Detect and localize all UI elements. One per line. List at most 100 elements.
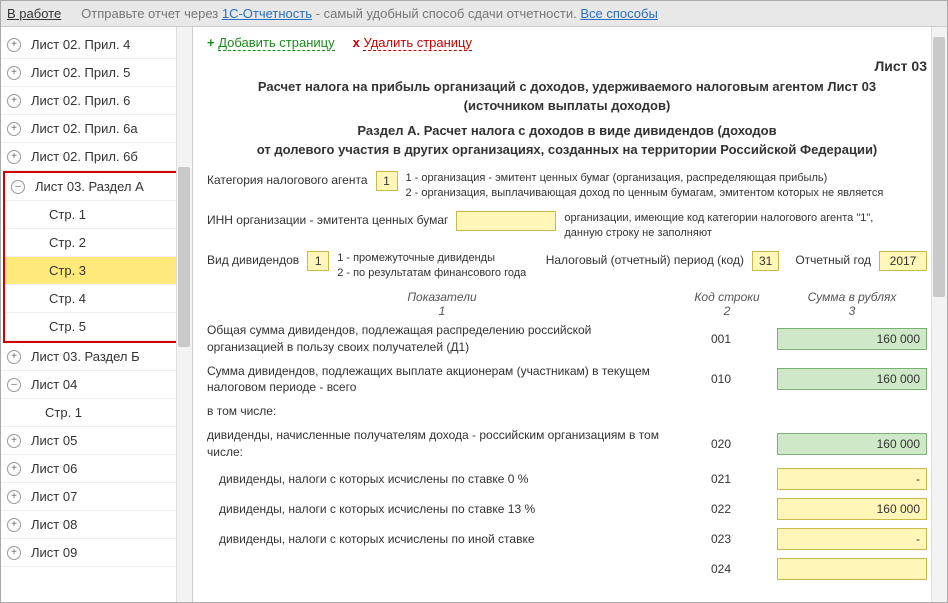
year-input[interactable]: 2017 (879, 251, 927, 271)
tree-item[interactable]: + Лист 09 (1, 539, 192, 567)
tree-item-label: Лист 02. Прил. 5 (31, 65, 130, 80)
row-code: 010 (671, 372, 771, 386)
tree-item-label: Лист 09 (31, 545, 77, 560)
minus-icon[interactable]: – (7, 378, 21, 392)
table-row: дивиденды, налоги с которых исчислены по… (207, 468, 927, 490)
tree-item-label: Стр. 1 (49, 207, 86, 222)
sidebar-scrollbar[interactable] (176, 27, 192, 602)
agent-category-label: Категория налогового агента (207, 171, 368, 187)
delete-page-button[interactable]: x Удалить страницу (353, 35, 472, 50)
agent-category-note: 1 - организация - эмитент ценных бумаг (… (406, 171, 884, 201)
tree-item[interactable]: Стр. 1 (1, 399, 192, 427)
table-row: в том числе: (207, 403, 927, 419)
minus-icon[interactable]: – (11, 180, 25, 194)
table-row: Сумма дивидендов, подлежащих выплате акц… (207, 363, 927, 395)
div-kind-note: 1 - промежуточные дивиденды 2 - по резул… (337, 251, 526, 281)
table-header: Показатели1 Код строки2 Сумма в рублях3 (207, 290, 927, 318)
row-desc: Сумма дивидендов, подлежащих выплате акц… (207, 363, 665, 395)
plus-icon[interactable]: + (7, 518, 21, 532)
tree-item[interactable]: Стр. 1 (5, 201, 188, 229)
plus-icon[interactable]: + (7, 94, 21, 108)
row-amount-input[interactable]: 160 000 (777, 368, 927, 390)
highlighted-section: –Лист 03. Раздел А Стр. 1 Стр. 2 Стр. 3 Стр.… (3, 171, 190, 343)
tree-item-label: Лист 03. Раздел А (35, 179, 144, 194)
tree-item[interactable]: Стр. 2 (5, 229, 188, 257)
table-row: дивиденды, налоги с которых исчислены по… (207, 528, 927, 550)
row-amount-input[interactable]: 160 000 (777, 328, 927, 350)
row-desc: Общая сумма дивидендов, подлежащая распр… (207, 322, 665, 354)
plus-icon[interactable]: + (7, 38, 21, 52)
tree-item-label: Лист 08 (31, 517, 77, 532)
row-amount-input[interactable]: 160 000 (777, 433, 927, 455)
row-code: 021 (671, 472, 771, 486)
tree-item-label: Лист 02. Прил. 6б (31, 149, 138, 164)
tree-item[interactable]: + Лист 02. Прил. 4 (1, 31, 192, 59)
inn-label: ИНН организации - эмитента ценных бумаг (207, 211, 448, 227)
page-title: Расчет налога на прибыль организаций с д… (207, 78, 927, 159)
period-input[interactable]: 31 (752, 251, 779, 271)
sidebar-tree: +Лист 02. Прил. 4+Лист 02. Прил. 5+Лист … (1, 27, 193, 602)
page-actions: + Добавить страницу x Удалить страницу (207, 35, 927, 50)
tree-item[interactable]: –Лист 03. Раздел А (5, 173, 188, 201)
content-scrollbar-thumb[interactable] (933, 37, 945, 297)
tree-item[interactable]: +Лист 05 (1, 427, 192, 455)
row-amount-input[interactable]: - (777, 468, 927, 490)
tree-item[interactable]: + Лист 02. Прил. 5 (1, 59, 192, 87)
tree-item[interactable]: Стр. 5 (5, 313, 188, 341)
plus-icon[interactable]: + (7, 350, 21, 364)
table-row: дивиденды, начисленные получателям доход… (207, 427, 927, 459)
row-code: 020 (671, 437, 771, 451)
row-code: 024 (671, 562, 771, 576)
plus-icon[interactable]: + (7, 66, 21, 80)
div-kind-label: Вид дивидендов (207, 251, 299, 267)
plus-icon[interactable]: + (7, 150, 21, 164)
tree-item-label: Стр. 5 (49, 319, 86, 334)
row-desc: дивиденды, налоги с которых исчислены по… (207, 531, 665, 547)
tree-item[interactable]: + Лист 03. Раздел Б (1, 343, 192, 371)
plus-icon[interactable]: + (7, 462, 21, 476)
tree-item-label: Лист 02. Прил. 4 (31, 37, 130, 52)
tree-item[interactable]: + Лист 08 (1, 511, 192, 539)
plus-icon[interactable]: + (7, 122, 21, 136)
plus-icon[interactable]: + (7, 546, 21, 560)
row-code: 023 (671, 532, 771, 546)
content-area: + Добавить страницу x Удалить страницу Л… (193, 27, 947, 602)
row-amount-input[interactable] (777, 558, 927, 580)
tree-item-label: Стр. 1 (45, 405, 82, 420)
year-label: Отчетный год (795, 251, 871, 267)
row-amount-input[interactable]: - (777, 528, 927, 550)
status-label[interactable]: В работе (7, 6, 61, 21)
tree-item-label: Лист 02. Прил. 6а (31, 121, 138, 136)
row-desc: дивиденды, налоги с которых исчислены по… (207, 501, 665, 517)
tree-item-label: Лист 06 (31, 461, 77, 476)
agent-category-input[interactable]: 1 (376, 171, 398, 191)
row-desc: в том числе: (207, 403, 665, 419)
tree-item[interactable]: –Лист 04 (1, 371, 192, 399)
plus-icon[interactable]: + (7, 490, 21, 504)
link-1c-reporting[interactable]: 1С-Отчетность (222, 6, 312, 21)
add-page-button[interactable]: + Добавить страницу (207, 35, 335, 50)
tree-item[interactable]: + Лист 02. Прил. 6а (1, 115, 192, 143)
tree-item[interactable]: + Лист 06 (1, 455, 192, 483)
inn-input[interactable] (456, 211, 556, 231)
tree-item[interactable]: + Лист 07 (1, 483, 192, 511)
tree-item[interactable]: + Лист 02. Прил. 6б (1, 143, 192, 171)
row-desc: дивиденды, налоги с которых исчислены по… (207, 471, 665, 487)
tree-item[interactable]: +Лист 02. Прил. 6 (1, 87, 192, 115)
tree-item-label: Стр. 4 (49, 291, 86, 306)
tree-item[interactable]: Стр. 3 (5, 257, 188, 285)
tree-item-label: Лист 03. Раздел Б (31, 349, 140, 364)
tree-item-label: Лист 04 (31, 377, 77, 392)
tree-item-label: Лист 07 (31, 489, 77, 504)
content-scrollbar[interactable] (931, 27, 947, 602)
sidebar-scrollbar-thumb[interactable] (178, 167, 190, 347)
row-amount-input[interactable]: 160 000 (777, 498, 927, 520)
period-label: Налоговый (отчетный) период (код) (546, 251, 744, 267)
topbar: В работе Отправьте отчет через 1С-Отчетн… (1, 1, 947, 27)
tree-item-label: Стр. 2 (49, 235, 86, 250)
link-all-ways[interactable]: Все способы (580, 6, 657, 21)
tree-item[interactable]: Стр. 4 (5, 285, 188, 313)
inn-note: организации, имеющие код категории налог… (564, 211, 884, 241)
plus-icon[interactable]: + (7, 434, 21, 448)
div-kind-input[interactable]: 1 (307, 251, 329, 271)
